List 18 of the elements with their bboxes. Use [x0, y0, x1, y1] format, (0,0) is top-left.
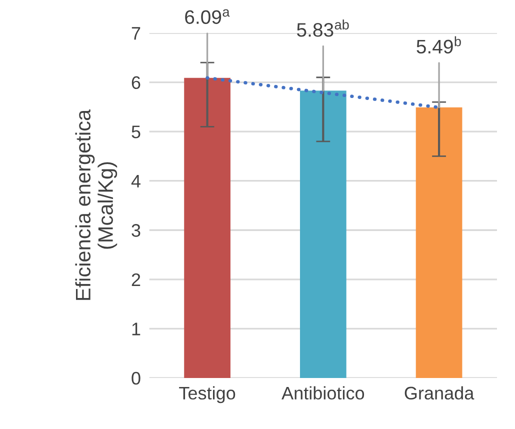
y-tick-label: 1	[132, 322, 140, 336]
data-label: 6.09$^{a}$	[185, 9, 230, 24]
bar	[300, 90, 346, 378]
y-tick-label: 0	[132, 372, 140, 385]
y-tick-label: 2	[132, 273, 140, 286]
x-tick-label: Testigo	[179, 386, 236, 404]
bar	[416, 107, 462, 378]
data-label: 5.49$^{b}$	[416, 36, 461, 54]
y-tick-label: 7	[132, 27, 140, 40]
y-tick-label: 3	[132, 224, 140, 237]
x-tick-label: Antibiotico	[282, 386, 364, 400]
x-tick-label: Granada	[404, 386, 474, 400]
y-tick-label: 4	[131, 174, 140, 188]
y-tick-label: 5	[132, 126, 140, 138]
data-label: 5.83$^{ab}$	[297, 20, 349, 37]
y-tick-label: 6	[132, 76, 140, 90]
y-axis-title: Eficiencia energetica (Mcal/Kg)	[75, 109, 118, 300]
bar	[184, 78, 230, 378]
